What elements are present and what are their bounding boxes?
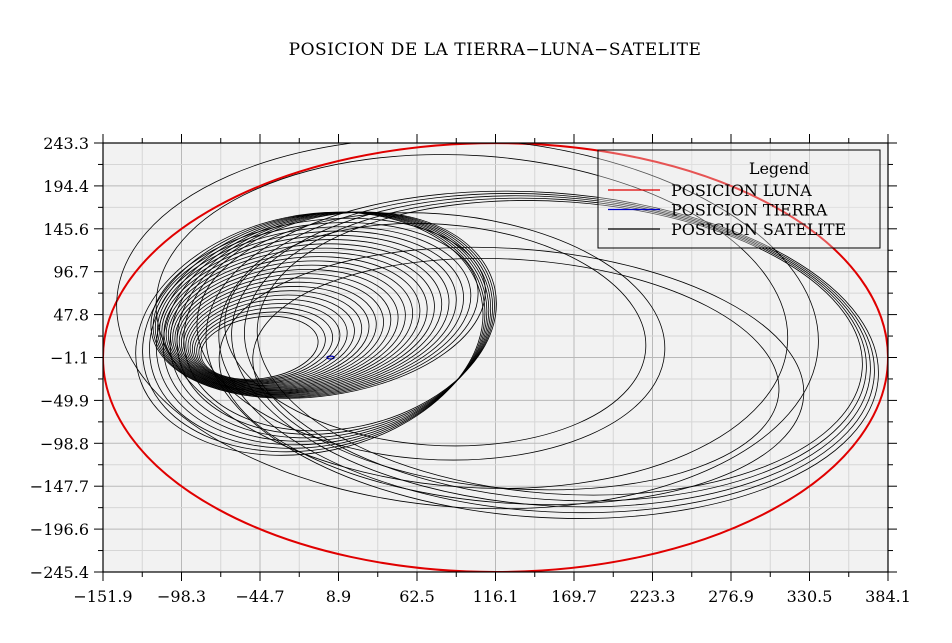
y-tick-label: −245.4 — [30, 563, 89, 582]
satelite-orbit-loop — [196, 212, 666, 461]
satelite-orbit-loop — [178, 273, 392, 388]
satelite-orbit-loop — [142, 211, 486, 453]
x-tick-label: 276.9 — [708, 587, 754, 606]
y-tick-label: −49.9 — [40, 391, 89, 410]
legend-entry-label: POSICION LUNA — [671, 181, 812, 200]
legend-box — [597, 149, 881, 249]
y-tick-label: 47.8 — [53, 306, 89, 325]
satelite-orbit-loop — [116, 143, 819, 510]
satelite-orbit-loop — [256, 200, 863, 496]
x-tick-label: 62.5 — [399, 587, 435, 606]
satelite-orbit-loop — [155, 154, 789, 489]
x-tick-label: 8.9 — [326, 587, 351, 606]
satelite-orbit-loop — [154, 226, 472, 398]
satelite-orbit-loop — [150, 217, 486, 399]
y-tick-label: 145.6 — [43, 220, 89, 239]
legend-entry-label: POSICION TIERRA — [671, 201, 828, 220]
y-tick-label: 194.4 — [43, 177, 89, 196]
satelite-orbit-loop — [167, 251, 428, 393]
satelite-orbit-loop — [194, 303, 341, 383]
x-tick-label: 384.1 — [865, 587, 911, 606]
satelite-orbit-loop — [165, 247, 435, 393]
satelite-orbit-loop — [172, 260, 414, 391]
legend-entry-label: POSICION SATELITE — [671, 220, 846, 239]
satelite-orbit-loop — [218, 246, 805, 505]
y-tick-label: −98.8 — [40, 434, 89, 453]
satelite-orbit-loop — [176, 269, 399, 389]
x-tick-label: 169.7 — [551, 587, 597, 606]
satelite-orbit-loop — [231, 195, 871, 508]
chart-title: POSICION DE LA TIERRA−LUNA−SATELITE — [288, 40, 702, 60]
legend-title: Legend — [749, 159, 809, 178]
satelite-orbit-loop — [161, 239, 450, 395]
y-tick-label: 96.7 — [53, 263, 89, 282]
x-tick-label: −151.9 — [73, 587, 132, 606]
satelite-orbit-loop — [205, 190, 879, 519]
satelite-orbit-loop — [218, 193, 875, 514]
y-tick-label: −1.1 — [50, 349, 89, 368]
x-tick-label: −44.7 — [235, 587, 284, 606]
satelite-orbit-loop — [200, 315, 319, 380]
satelite-orbit-loop — [224, 222, 647, 447]
satelite-orbit-loop — [135, 211, 484, 456]
series-satelite — [116, 143, 879, 519]
x-tick-label: −98.3 — [157, 587, 206, 606]
satelite-orbit-loop — [183, 281, 377, 387]
satelite-orbit-loop — [185, 286, 370, 386]
satelite-orbit-loop — [174, 264, 406, 390]
y-tick-label: −147.7 — [30, 477, 89, 496]
x-tick-label: 223.3 — [630, 587, 676, 606]
y-tick-label: 243.3 — [43, 134, 89, 153]
satelite-orbit-loop — [155, 211, 490, 446]
satelite-orbit-loop — [181, 277, 384, 388]
satelite-orbit-loop — [152, 222, 479, 398]
satelite-orbit-loop — [170, 256, 421, 392]
satelite-orbit-loop — [198, 311, 326, 381]
x-tick-label: 116.1 — [473, 587, 519, 606]
satelite-orbit-loop — [157, 230, 464, 397]
satelite-orbit-loop — [162, 211, 492, 442]
satelite-orbit-loop — [243, 197, 867, 502]
x-tick-label: 330.5 — [787, 587, 833, 606]
y-tick-label: −196.6 — [30, 520, 89, 539]
satelite-orbit-loop — [159, 234, 457, 396]
satelite-orbit-loop — [196, 307, 334, 382]
